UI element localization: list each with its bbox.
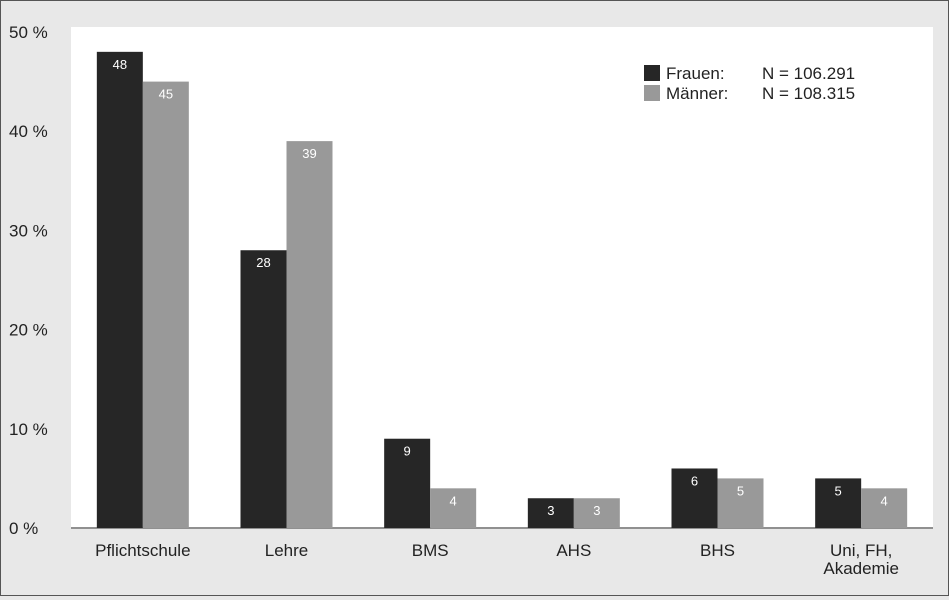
- bar-value-label: 45: [159, 87, 173, 102]
- bar-value-label: 4: [881, 493, 888, 508]
- bar-value-label: 39: [302, 146, 316, 161]
- legend-series-name: Männer:: [666, 84, 728, 103]
- y-tick-label: 30 %: [9, 221, 48, 240]
- bar-maenner: [861, 488, 908, 528]
- bar-value-label: 6: [691, 473, 698, 488]
- y-tick-label: 50 %: [9, 23, 48, 42]
- y-tick-label: 40 %: [9, 122, 48, 141]
- x-tick-label: Lehre: [265, 541, 308, 560]
- bar-maenner: [286, 141, 333, 528]
- legend-swatch: [644, 65, 660, 81]
- plot-area: [71, 27, 933, 529]
- legend-n-label: N = 108.315: [762, 84, 855, 103]
- bar-value-label: 5: [737, 483, 744, 498]
- bar-frauen: [384, 438, 431, 528]
- bars-group: 48 45 28 39 9 4 3 3 6 5 5 4: [96, 51, 908, 529]
- x-tick-label: AHS: [556, 541, 591, 560]
- bar-value-label: 28: [256, 255, 270, 270]
- bar-value-label: 4: [450, 493, 457, 508]
- bar-value-label: 5: [835, 483, 842, 498]
- x-axis-labels: Pflichtschule Lehre BMS AHS BHS Uni, FH, Akade…: [95, 541, 899, 578]
- y-tick-label: 10 %: [9, 420, 48, 439]
- y-tick-label: 20 %: [9, 321, 48, 340]
- y-tick-label: 0 %: [9, 519, 38, 538]
- bar-frauen: [815, 478, 862, 528]
- legend-series-name: Frauen:: [666, 64, 725, 83]
- y-axis: 0 % 10 % 20 % 30 % 40 % 50 %: [9, 23, 48, 538]
- bar-maenner: [142, 81, 189, 528]
- bar-value-label: 9: [404, 444, 411, 459]
- bar-value-label: 3: [593, 503, 600, 518]
- x-tick-label: Pflichtschule: [95, 541, 190, 560]
- bar-frauen: [96, 51, 143, 529]
- bar-value-label: 3: [547, 503, 554, 518]
- bar-maenner: [717, 478, 764, 528]
- bar-maenner: [430, 488, 477, 528]
- x-tick-label: BHS: [700, 541, 735, 560]
- x-tick-label: BMS: [412, 541, 449, 560]
- legend: Frauen: N = 106.291 Männer: N = 108.315: [644, 64, 855, 103]
- bar-maenner: [573, 498, 620, 528]
- x-tick-label: Uni, FH, Akademie: [823, 541, 899, 578]
- legend-swatch: [644, 85, 660, 101]
- legend-n-label: N = 106.291: [762, 64, 855, 83]
- bar-frauen: [240, 250, 287, 529]
- bar-frauen: [527, 498, 574, 528]
- bar-value-label: 48: [113, 57, 127, 72]
- bar-frauen: [671, 468, 718, 528]
